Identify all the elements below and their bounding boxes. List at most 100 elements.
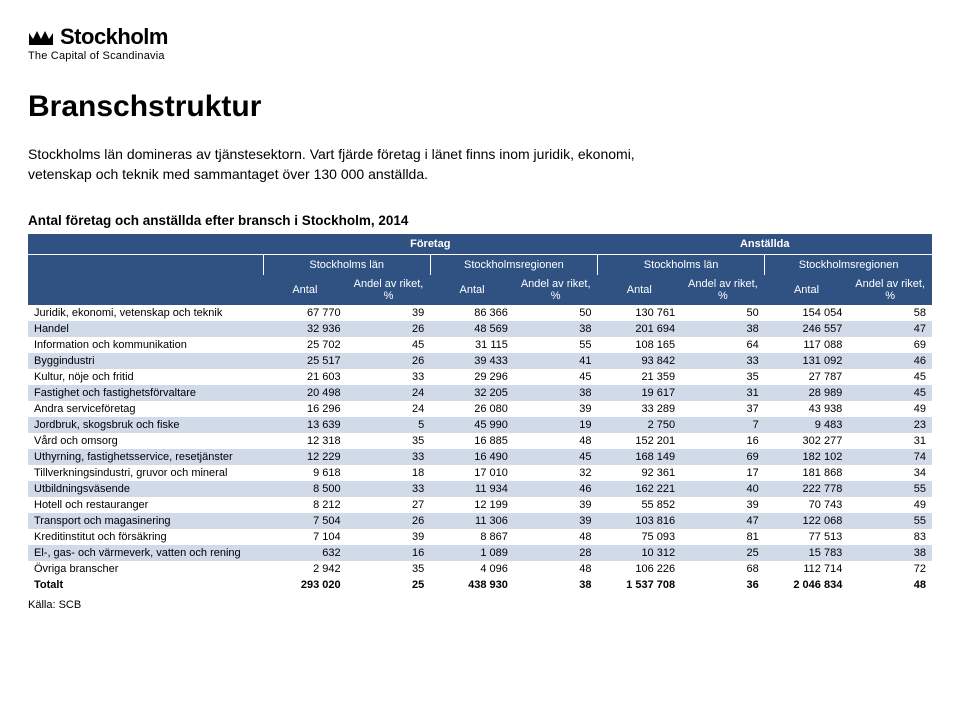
header-foretag: Företag bbox=[263, 234, 597, 255]
cell-value: 39 433 bbox=[430, 353, 514, 369]
table-row: Transport och magasinering7 5042611 3063… bbox=[28, 513, 932, 529]
cell-value: 131 092 bbox=[765, 353, 849, 369]
table-row: Handel32 9362648 56938201 69438246 55747 bbox=[28, 321, 932, 337]
cell-value: 46 bbox=[848, 353, 932, 369]
cell-value: 293 020 bbox=[263, 577, 347, 593]
header-blank bbox=[28, 254, 263, 275]
cell-value: 24 bbox=[347, 401, 431, 417]
header-blank bbox=[28, 275, 263, 305]
cell-value: 25 517 bbox=[263, 353, 347, 369]
header-anstallda: Anställda bbox=[597, 234, 932, 255]
cell-value: 33 bbox=[347, 481, 431, 497]
cell-value: 108 165 bbox=[597, 337, 681, 353]
table-body: Juridik, ekonomi, vetenskap och teknik67… bbox=[28, 305, 932, 593]
cell-value: 130 761 bbox=[597, 305, 681, 321]
cell-value: 15 783 bbox=[765, 545, 849, 561]
cell-value: 632 bbox=[263, 545, 347, 561]
cell-value: 182 102 bbox=[765, 449, 849, 465]
cell-value: 33 bbox=[347, 449, 431, 465]
header-sthlm-lan: Stockholms län bbox=[263, 254, 430, 275]
table-row: Juridik, ekonomi, vetenskap och teknik67… bbox=[28, 305, 932, 321]
cell-value: 438 930 bbox=[430, 577, 514, 593]
cell-value: 302 277 bbox=[765, 433, 849, 449]
cell-value: 11 934 bbox=[430, 481, 514, 497]
cell-value: 122 068 bbox=[765, 513, 849, 529]
cell-value: 35 bbox=[681, 369, 765, 385]
cell-value: 25 702 bbox=[263, 337, 347, 353]
cell-value: 74 bbox=[848, 449, 932, 465]
cell-value: 38 bbox=[681, 321, 765, 337]
row-label: Utbildningsväsende bbox=[28, 481, 263, 497]
cell-value: 45 bbox=[514, 369, 598, 385]
cell-value: 39 bbox=[514, 513, 598, 529]
cell-value: 117 088 bbox=[765, 337, 849, 353]
cell-value: 16 bbox=[681, 433, 765, 449]
cell-value: 27 787 bbox=[765, 369, 849, 385]
cell-value: 27 bbox=[347, 497, 431, 513]
table-row: Byggindustri25 5172639 4334193 84233131 … bbox=[28, 353, 932, 369]
cell-value: 69 bbox=[848, 337, 932, 353]
header-andel: Andel av riket, % bbox=[681, 275, 765, 305]
cell-value: 26 080 bbox=[430, 401, 514, 417]
cell-value: 7 504 bbox=[263, 513, 347, 529]
row-label: Juridik, ekonomi, vetenskap och teknik bbox=[28, 305, 263, 321]
cell-value: 33 bbox=[681, 353, 765, 369]
table-row: Totalt293 02025438 930381 537 708362 046… bbox=[28, 577, 932, 593]
cell-value: 16 490 bbox=[430, 449, 514, 465]
cell-value: 55 bbox=[848, 481, 932, 497]
cell-value: 29 296 bbox=[430, 369, 514, 385]
cell-value: 35 bbox=[347, 561, 431, 577]
cell-value: 39 bbox=[347, 529, 431, 545]
header-antal: Antal bbox=[430, 275, 514, 305]
logo-block: Stockholm The Capital of Scandinavia bbox=[28, 24, 932, 62]
table-row: Uthyrning, fastighetsservice, resetjänst… bbox=[28, 449, 932, 465]
cell-value: 55 bbox=[514, 337, 598, 353]
cell-value: 38 bbox=[514, 321, 598, 337]
cell-value: 48 bbox=[514, 561, 598, 577]
cell-value: 2 942 bbox=[263, 561, 347, 577]
cell-value: 23 bbox=[848, 417, 932, 433]
cell-value: 32 bbox=[514, 465, 598, 481]
cell-value: 9 618 bbox=[263, 465, 347, 481]
cell-value: 39 bbox=[681, 497, 765, 513]
cell-value: 33 bbox=[347, 369, 431, 385]
page-title: Branschstruktur bbox=[28, 90, 932, 124]
header-antal: Antal bbox=[263, 275, 347, 305]
cell-value: 2 046 834 bbox=[765, 577, 849, 593]
table-row: Hotell och restauranger8 2122712 1993955… bbox=[28, 497, 932, 513]
cell-value: 28 989 bbox=[765, 385, 849, 401]
header-andel: Andel av riket, % bbox=[848, 275, 932, 305]
cell-value: 201 694 bbox=[597, 321, 681, 337]
cell-value: 34 bbox=[848, 465, 932, 481]
cell-value: 10 312 bbox=[597, 545, 681, 561]
cell-value: 181 868 bbox=[765, 465, 849, 481]
cell-value: 45 990 bbox=[430, 417, 514, 433]
cell-value: 43 938 bbox=[765, 401, 849, 417]
cell-value: 246 557 bbox=[765, 321, 849, 337]
cell-value: 7 bbox=[681, 417, 765, 433]
cell-value: 48 bbox=[514, 529, 598, 545]
cell-value: 70 743 bbox=[765, 497, 849, 513]
cell-value: 48 569 bbox=[430, 321, 514, 337]
cell-value: 12 318 bbox=[263, 433, 347, 449]
cell-value: 26 bbox=[347, 353, 431, 369]
cell-value: 112 714 bbox=[765, 561, 849, 577]
cell-value: 45 bbox=[514, 449, 598, 465]
industry-table: Företag Anställda Stockholms län Stockho… bbox=[28, 234, 932, 593]
row-label: Kreditinstitut och försäkring bbox=[28, 529, 263, 545]
cell-value: 13 639 bbox=[263, 417, 347, 433]
header-sthlm-lan: Stockholms län bbox=[597, 254, 764, 275]
cell-value: 40 bbox=[681, 481, 765, 497]
cell-value: 8 212 bbox=[263, 497, 347, 513]
cell-value: 47 bbox=[681, 513, 765, 529]
header-sthlm-region: Stockholmsregionen bbox=[765, 254, 932, 275]
cell-value: 31 bbox=[848, 433, 932, 449]
cell-value: 45 bbox=[848, 385, 932, 401]
cell-value: 9 483 bbox=[765, 417, 849, 433]
row-label: Kultur, nöje och fritid bbox=[28, 369, 263, 385]
cell-value: 12 199 bbox=[430, 497, 514, 513]
cell-value: 36 bbox=[681, 577, 765, 593]
row-label: Fastighet och fastighetsförvaltare bbox=[28, 385, 263, 401]
logo-sub: The Capital of Scandinavia bbox=[28, 50, 932, 62]
cell-value: 21 603 bbox=[263, 369, 347, 385]
